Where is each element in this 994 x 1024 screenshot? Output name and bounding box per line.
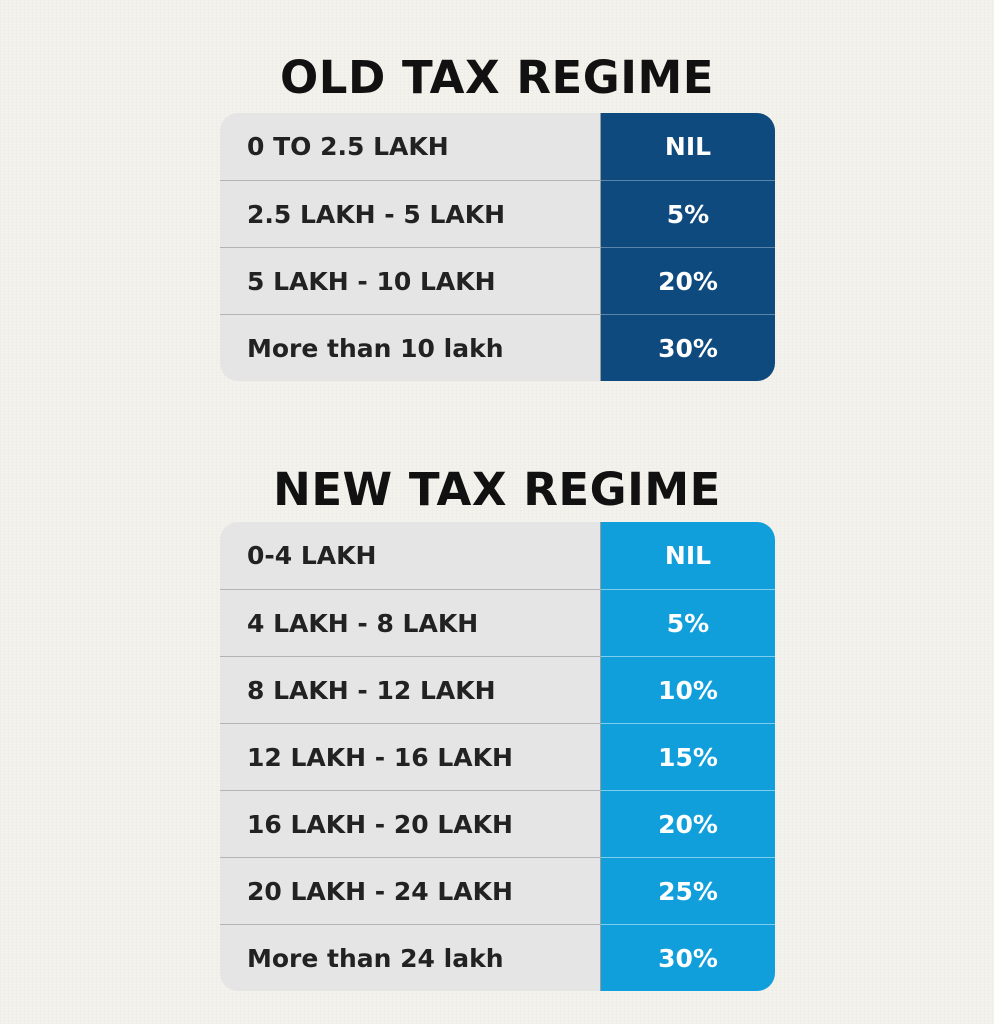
- old-regime-title: OLD TAX REGIME: [280, 51, 714, 104]
- slab-label: 2.5 LAKH - 5 LAKH: [220, 180, 601, 247]
- tax-rate: 30%: [601, 314, 775, 381]
- tax-rate: 20%: [601, 247, 775, 314]
- new-regime-table: 0-4 LAKH NIL 4 LAKH - 8 LAKH 5% 8 LAKH -…: [220, 522, 775, 991]
- slab-label: 0-4 LAKH: [220, 522, 601, 589]
- slab-label: 0 TO 2.5 LAKH: [220, 113, 601, 180]
- slab-label: 5 LAKH - 10 LAKH: [220, 247, 601, 314]
- table-row: 2.5 LAKH - 5 LAKH 5%: [220, 180, 775, 247]
- tax-rate: 10%: [601, 656, 775, 723]
- slab-label: 16 LAKH - 20 LAKH: [220, 790, 601, 857]
- table-row: 0 TO 2.5 LAKH NIL: [220, 113, 775, 180]
- table-row: More than 24 lakh 30%: [220, 924, 775, 991]
- table-row: 4 LAKH - 8 LAKH 5%: [220, 589, 775, 656]
- tax-rate: 15%: [601, 723, 775, 790]
- tax-rate: 30%: [601, 924, 775, 991]
- table-row: 20 LAKH - 24 LAKH 25%: [220, 857, 775, 924]
- table-row: More than 10 lakh 30%: [220, 314, 775, 381]
- slab-label: 12 LAKH - 16 LAKH: [220, 723, 601, 790]
- tax-rate: NIL: [601, 113, 775, 180]
- slab-label: More than 24 lakh: [220, 924, 601, 991]
- slab-label: More than 10 lakh: [220, 314, 601, 381]
- table-row: 0-4 LAKH NIL: [220, 522, 775, 589]
- tax-rate: 5%: [601, 589, 775, 656]
- slab-label: 4 LAKH - 8 LAKH: [220, 589, 601, 656]
- slab-label: 20 LAKH - 24 LAKH: [220, 857, 601, 924]
- slab-label: 8 LAKH - 12 LAKH: [220, 656, 601, 723]
- tax-rate: NIL: [601, 522, 775, 589]
- old-regime-table: 0 TO 2.5 LAKH NIL 2.5 LAKH - 5 LAKH 5% 5…: [220, 113, 775, 381]
- tax-rate: 25%: [601, 857, 775, 924]
- new-regime-title: NEW TAX REGIME: [273, 463, 721, 516]
- table-row: 12 LAKH - 16 LAKH 15%: [220, 723, 775, 790]
- table-row: 16 LAKH - 20 LAKH 20%: [220, 790, 775, 857]
- tax-rate: 5%: [601, 180, 775, 247]
- tax-rate: 20%: [601, 790, 775, 857]
- table-row: 5 LAKH - 10 LAKH 20%: [220, 247, 775, 314]
- table-row: 8 LAKH - 12 LAKH 10%: [220, 656, 775, 723]
